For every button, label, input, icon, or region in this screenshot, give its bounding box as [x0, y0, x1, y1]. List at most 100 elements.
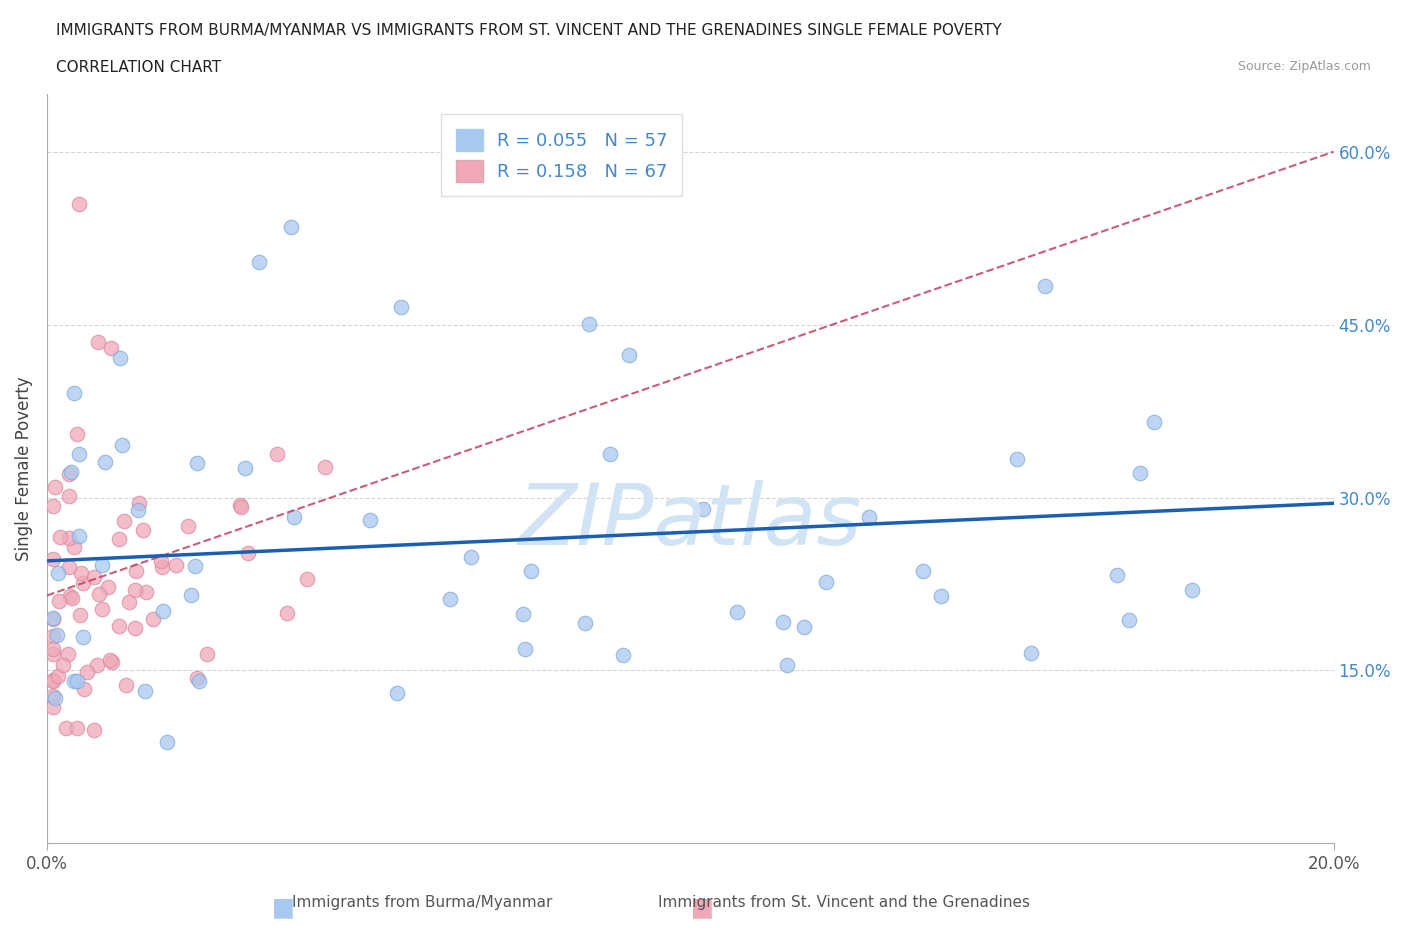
Point — [48, 668, 70, 683]
Point — [42, 689, 65, 704]
Point — [44, 480, 66, 495]
Point — [515, 642, 537, 657]
Point — [233, 460, 256, 475]
Text: IMMIGRANTS FROM BURMA/MYANMAR VS IMMIGRANTS FROM ST. VINCENT AND THE GRENADINES : IMMIGRANTS FROM BURMA/MYANMAR VS IMMIGRA… — [56, 23, 1002, 38]
Point — [118, 594, 141, 609]
Point — [69, 528, 91, 543]
Point — [612, 648, 634, 663]
Point — [45, 628, 67, 643]
Point — [112, 514, 135, 529]
Point — [247, 255, 270, 270]
Point — [87, 587, 110, 602]
Point — [67, 446, 90, 461]
Point — [387, 685, 409, 700]
Point — [165, 557, 187, 572]
Point — [69, 607, 91, 622]
Point — [125, 564, 148, 578]
Point — [578, 316, 600, 331]
Legend: R = 0.055   N = 57, R = 0.158   N = 67: R = 0.055 N = 57, R = 0.158 N = 67 — [441, 114, 682, 196]
Point — [1129, 465, 1152, 480]
Point — [142, 612, 165, 627]
Point — [283, 510, 305, 525]
Point — [1033, 279, 1056, 294]
Point — [512, 606, 534, 621]
Point — [46, 565, 69, 580]
Point — [115, 678, 138, 693]
Point — [180, 587, 202, 602]
Point — [63, 539, 86, 554]
Point — [60, 591, 83, 605]
Point — [86, 658, 108, 672]
Point — [134, 684, 156, 698]
Point — [155, 734, 177, 749]
Point — [520, 564, 543, 578]
Text: ZIPatlas: ZIPatlas — [519, 480, 862, 563]
Point — [56, 646, 79, 661]
Point — [42, 628, 65, 643]
Point — [94, 455, 117, 470]
Point — [87, 335, 110, 350]
Point — [107, 618, 129, 633]
Point — [574, 616, 596, 631]
Point — [124, 620, 146, 635]
Point — [97, 580, 120, 595]
Point — [42, 498, 65, 513]
Point — [42, 551, 65, 566]
Point — [793, 619, 815, 634]
Text: Source: ZipAtlas.com: Source: ZipAtlas.com — [1237, 60, 1371, 73]
Point — [42, 700, 65, 715]
Point — [599, 446, 621, 461]
Point — [772, 615, 794, 630]
Point — [132, 523, 155, 538]
Point — [100, 340, 122, 355]
Point — [186, 456, 208, 471]
Point — [1118, 613, 1140, 628]
Point — [70, 566, 93, 581]
Point — [83, 723, 105, 737]
Point — [67, 196, 90, 211]
Point — [314, 459, 336, 474]
Point — [135, 585, 157, 600]
Point — [389, 299, 412, 314]
Y-axis label: Single Female Poverty: Single Female Poverty — [15, 377, 32, 561]
Point — [66, 673, 89, 688]
Point — [814, 574, 837, 589]
Point — [59, 589, 82, 604]
Point — [150, 554, 173, 569]
Point — [188, 673, 211, 688]
Point — [55, 721, 77, 736]
Point — [186, 671, 208, 685]
Point — [266, 447, 288, 462]
Point — [1005, 452, 1028, 467]
Point — [91, 558, 114, 573]
Point — [1181, 582, 1204, 597]
Point — [44, 690, 66, 705]
Point — [127, 503, 149, 518]
Point — [66, 721, 89, 736]
Point — [90, 602, 112, 617]
Point — [439, 591, 461, 606]
Point — [183, 558, 205, 573]
Point — [72, 630, 94, 644]
Point — [72, 576, 94, 591]
Text: Immigrants from Burma/Myanmar: Immigrants from Burma/Myanmar — [291, 895, 553, 910]
Point — [911, 564, 934, 578]
Point — [76, 665, 98, 680]
Point — [63, 386, 86, 401]
Point — [48, 593, 70, 608]
Point — [42, 673, 65, 688]
Point — [42, 642, 65, 657]
Point — [58, 466, 80, 481]
Point — [65, 426, 87, 441]
Point — [150, 559, 173, 574]
Point — [460, 550, 482, 565]
Point — [58, 530, 80, 545]
Point — [229, 499, 252, 514]
Point — [60, 464, 83, 479]
Point — [858, 510, 880, 525]
Point — [1105, 567, 1128, 582]
Point — [124, 583, 146, 598]
Point — [276, 606, 298, 621]
Point — [42, 672, 65, 687]
Point — [619, 348, 641, 363]
